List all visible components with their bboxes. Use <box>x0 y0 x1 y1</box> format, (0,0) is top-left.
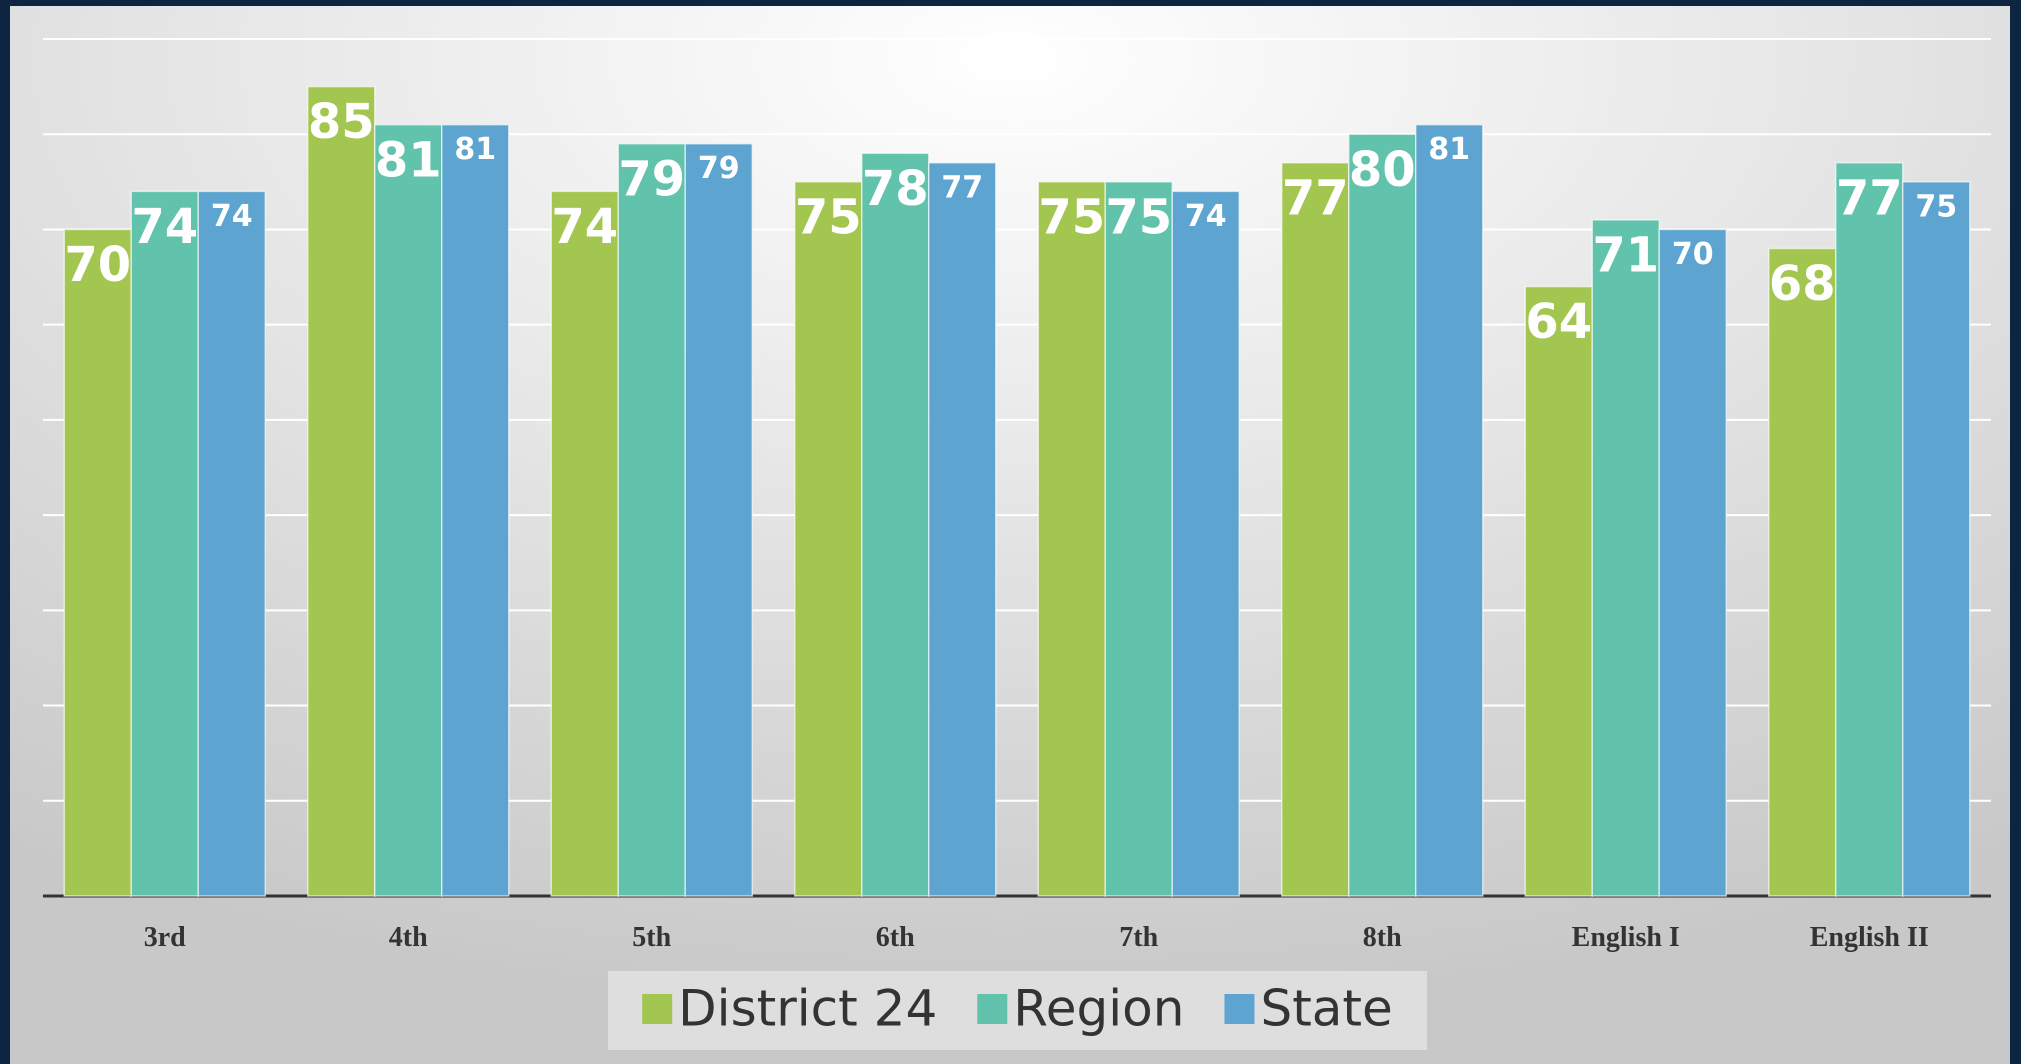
data-label: 77 <box>941 170 983 205</box>
data-label: 75 <box>795 189 862 245</box>
bar <box>63 228 132 897</box>
bar <box>1281 162 1350 897</box>
x-tick-label: 4th <box>389 922 428 953</box>
bar <box>928 162 997 897</box>
bar <box>1104 181 1173 897</box>
data-label: 81 <box>1428 132 1470 167</box>
data-label: 70 <box>64 237 131 293</box>
bar <box>1415 123 1484 897</box>
x-tick-label: English II <box>1810 922 1929 953</box>
legend-label: Region <box>1013 980 1184 1038</box>
bar <box>1768 247 1837 897</box>
data-label: 74 <box>211 199 253 234</box>
data-label: 79 <box>698 151 740 186</box>
x-tick-label: 7th <box>1119 922 1158 953</box>
legend-box <box>608 971 1427 1050</box>
bar <box>1902 181 1971 897</box>
x-tick-label: 8th <box>1363 922 1402 953</box>
data-label: 77 <box>1282 170 1349 226</box>
x-tick-label: 3rd <box>144 922 186 953</box>
x-tick-label: 6th <box>876 922 915 953</box>
data-label: 85 <box>308 94 375 150</box>
data-label: 70 <box>1672 237 1714 272</box>
bar <box>1658 228 1727 897</box>
data-label: 71 <box>1592 228 1659 284</box>
legend-swatch <box>642 994 673 1024</box>
bar <box>550 190 619 897</box>
bar <box>861 152 930 897</box>
data-label: 81 <box>454 132 496 167</box>
bar <box>617 142 686 897</box>
bar <box>130 190 199 897</box>
legend-label: District 24 <box>678 980 937 1038</box>
bar <box>1524 285 1593 897</box>
bar <box>684 142 753 897</box>
data-label: 78 <box>862 161 929 217</box>
bar <box>441 123 510 897</box>
legend-swatch <box>977 994 1008 1024</box>
data-label: 64 <box>1525 294 1592 350</box>
data-label: 77 <box>1836 170 1903 226</box>
data-label: 79 <box>618 151 685 207</box>
x-tick-label: 5th <box>632 922 671 953</box>
data-label: 74 <box>1185 199 1227 234</box>
x-tick-label: English I <box>1572 922 1680 953</box>
data-label: 74 <box>551 199 618 255</box>
data-label: 81 <box>375 132 442 188</box>
legend-swatch <box>1224 994 1255 1024</box>
bar <box>1037 181 1106 897</box>
data-label: 75 <box>1038 189 1105 245</box>
bar <box>197 190 266 897</box>
bar <box>307 85 376 897</box>
bar <box>1835 162 1904 897</box>
bar <box>374 123 443 897</box>
bar <box>1348 133 1417 897</box>
bar <box>794 181 863 897</box>
legend-label: State <box>1260 980 1392 1038</box>
data-label: 68 <box>1769 256 1836 312</box>
data-label: 75 <box>1915 189 1957 224</box>
data-label: 80 <box>1349 142 1416 198</box>
data-label: 74 <box>131 199 198 255</box>
data-label: 75 <box>1105 189 1172 245</box>
bar <box>1591 219 1660 897</box>
bar <box>1171 190 1240 897</box>
